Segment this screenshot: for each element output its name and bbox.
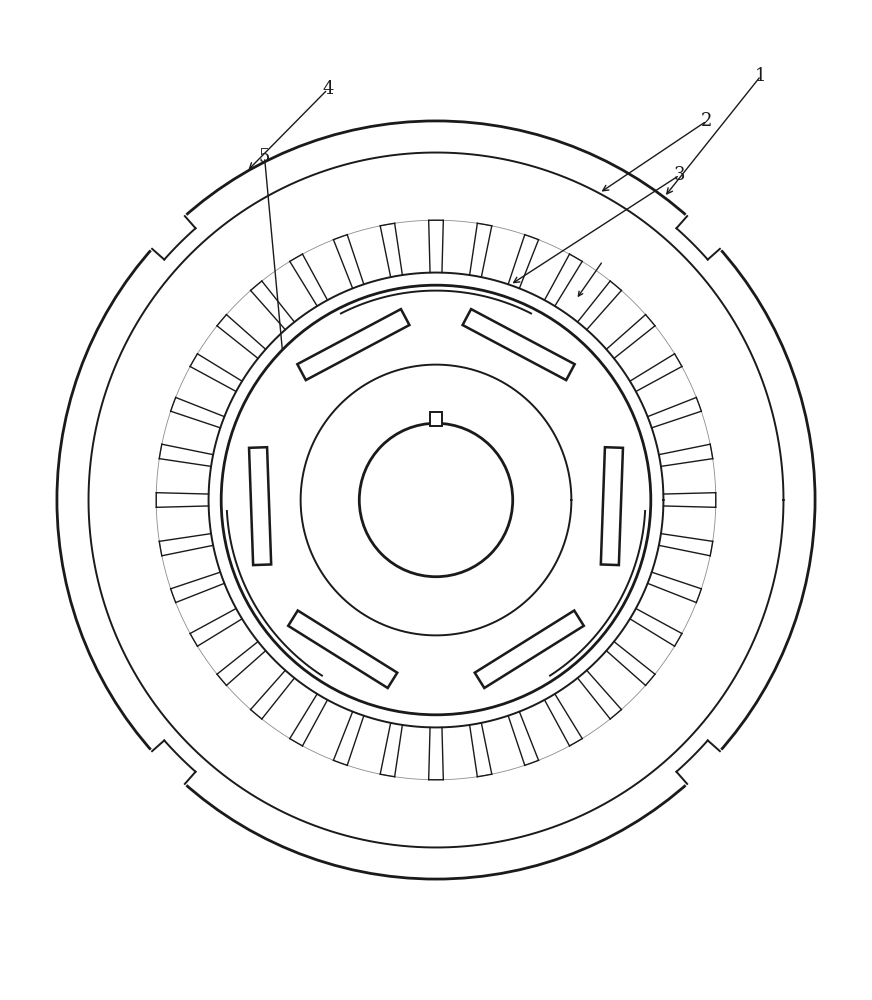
Circle shape — [221, 285, 651, 715]
Polygon shape — [474, 611, 583, 688]
Circle shape — [57, 121, 815, 879]
Bar — [430, 412, 442, 426]
Text: 1: 1 — [755, 67, 766, 85]
Polygon shape — [601, 447, 623, 565]
Text: 3: 3 — [674, 166, 685, 184]
Polygon shape — [249, 447, 271, 565]
Text: 2: 2 — [701, 112, 712, 130]
Text: 5: 5 — [259, 148, 270, 166]
Polygon shape — [297, 309, 410, 380]
Polygon shape — [289, 611, 398, 688]
Polygon shape — [462, 309, 575, 380]
Text: 4: 4 — [322, 80, 333, 98]
Circle shape — [359, 423, 513, 577]
